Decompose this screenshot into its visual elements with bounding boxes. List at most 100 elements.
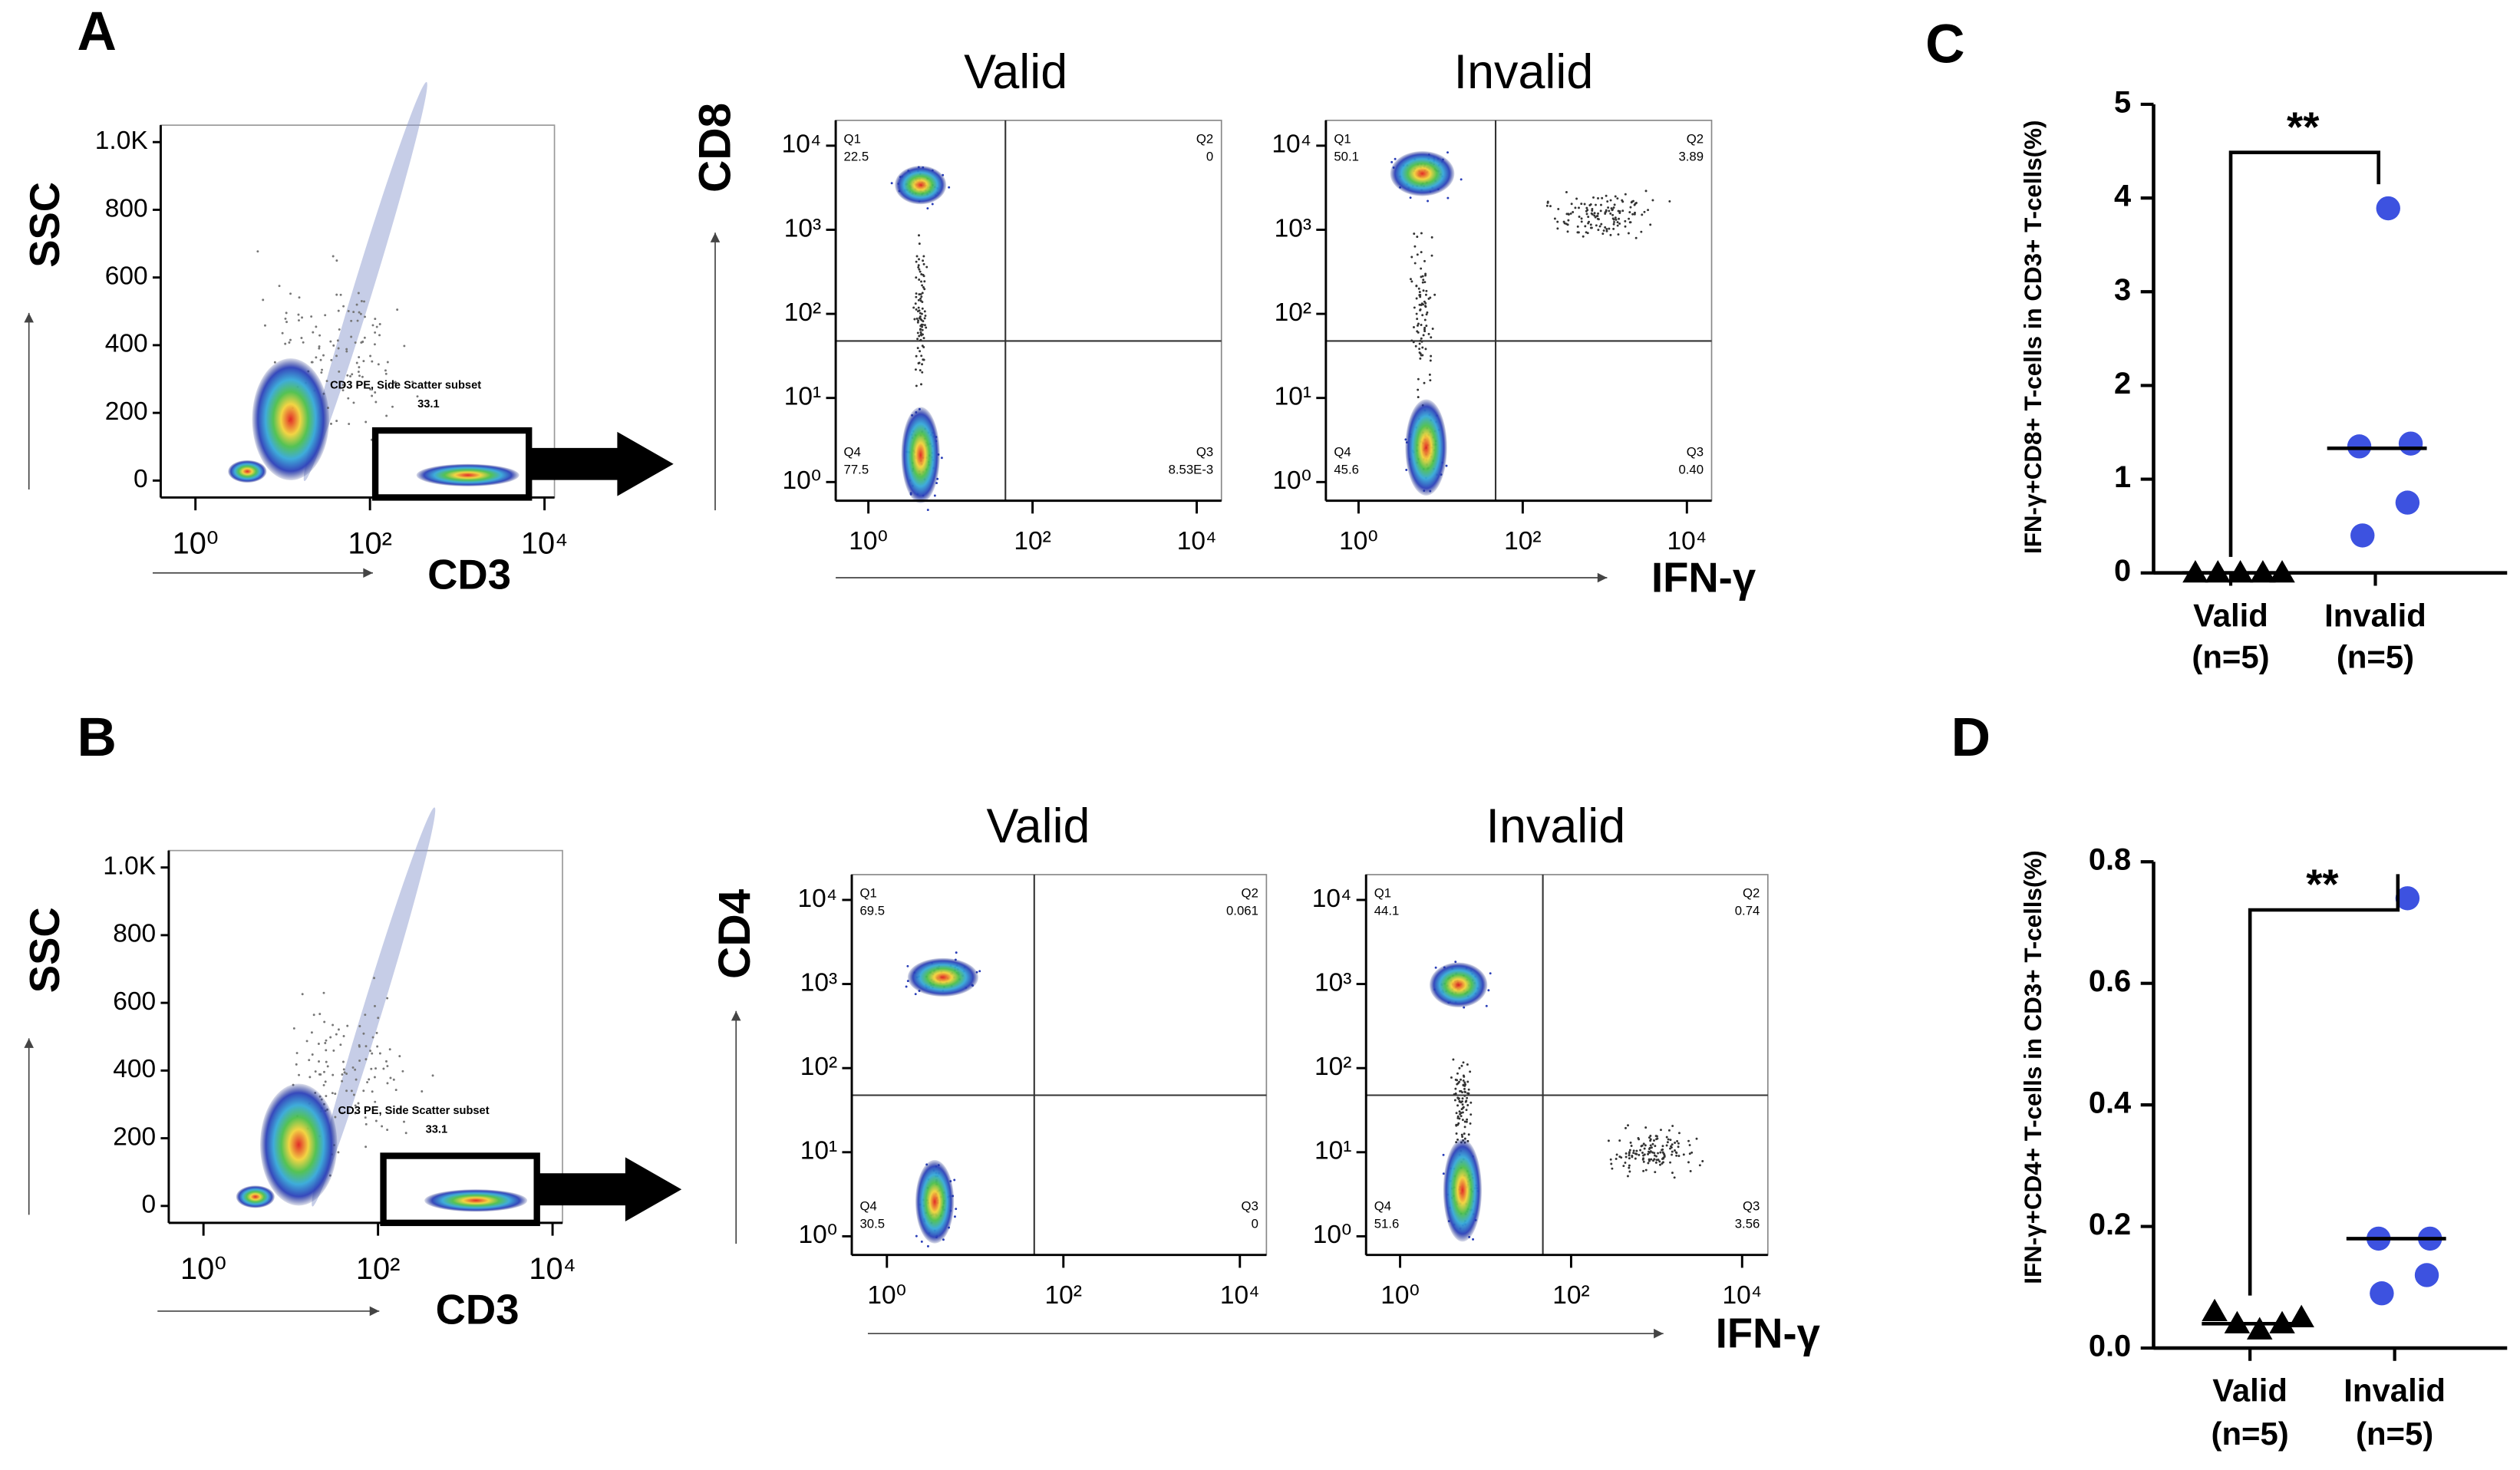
event-dot <box>302 341 305 344</box>
event-dot <box>1459 1112 1462 1116</box>
event-dot <box>1463 1081 1466 1084</box>
event-dot <box>1456 1116 1460 1119</box>
event-dot <box>919 311 922 315</box>
y-tick-label: 0.8 <box>2089 843 2131 877</box>
y-tick-label: 10⁰ <box>1272 466 1311 495</box>
event-dot <box>1628 217 1631 220</box>
event-dot <box>1419 357 1422 360</box>
event-dot <box>336 339 339 342</box>
event-dot <box>1430 354 1433 358</box>
event-dot <box>1417 377 1420 381</box>
event-dot <box>1465 1120 1468 1123</box>
event-dot <box>324 1080 327 1083</box>
event-dot <box>315 356 318 359</box>
event-dot <box>1653 1139 1655 1142</box>
event-dot <box>925 265 929 269</box>
event-dot <box>322 991 325 994</box>
event-dot <box>1424 274 1427 277</box>
quadrant-value: 22.5 <box>844 149 869 163</box>
plot-frame <box>835 120 1222 502</box>
x-tick-label: 10² <box>1552 1281 1589 1310</box>
y-tick-label: 10³ <box>784 214 821 242</box>
quadrant-value: 0 <box>1252 1216 1258 1231</box>
event-dot <box>1644 1126 1648 1129</box>
y-tick-label: 10⁴ <box>1272 130 1311 159</box>
event-dot <box>384 372 388 375</box>
x-tick-count: (n=5) <box>2212 1416 2289 1452</box>
event-dot <box>1485 1004 1488 1007</box>
quadrant-value: 3.56 <box>1735 1216 1760 1231</box>
event-dot <box>1489 972 1492 975</box>
event-dot <box>1434 966 1437 969</box>
quadrant-value: 51.6 <box>1374 1216 1400 1231</box>
event-dot <box>921 363 924 366</box>
quadrant-name: Q1 <box>859 886 876 901</box>
event-dot <box>1648 1158 1651 1161</box>
x-tick-label: 10⁰ <box>173 527 219 561</box>
event-dot <box>1674 1151 1677 1154</box>
event-dot <box>1614 216 1617 219</box>
event-dot <box>916 321 919 324</box>
quadrant-value: 45.6 <box>1334 462 1359 476</box>
event-dot <box>1419 308 1422 311</box>
event-dot <box>310 1031 313 1034</box>
y-tick-label: 1.0K <box>95 127 148 155</box>
event-dot <box>1654 1135 1657 1138</box>
density-blob <box>259 1083 338 1206</box>
event-dot <box>1572 210 1575 213</box>
event-dot <box>1615 1157 1618 1160</box>
event-dot <box>921 328 924 331</box>
event-dot <box>1661 1149 1664 1152</box>
event-dot <box>323 1070 325 1073</box>
event-dot <box>1616 197 1619 200</box>
event-dot <box>1463 1137 1466 1140</box>
event-dot <box>1631 200 1634 203</box>
event-dot <box>921 371 924 374</box>
event-dot <box>1671 1172 1674 1175</box>
event-dot <box>918 242 921 246</box>
event-dot <box>298 1073 301 1076</box>
event-dot <box>919 328 922 331</box>
event-dot <box>1472 1238 1475 1241</box>
event-dot <box>359 312 362 315</box>
event-dot <box>338 370 341 373</box>
y-tick-label: 600 <box>113 987 156 1016</box>
event-dot <box>1615 1153 1618 1156</box>
gate-label: CD3 PE, Side Scatter subset <box>338 1105 490 1117</box>
event-dot <box>917 298 920 302</box>
event-dot <box>273 361 276 364</box>
event-dot <box>1459 1089 1462 1093</box>
y-tick-label: 4 <box>2114 180 2131 213</box>
event-dot <box>345 348 348 351</box>
event-dot <box>373 1076 376 1079</box>
event-dot <box>1420 251 1423 254</box>
event-dot <box>1417 322 1420 325</box>
event-dot <box>1463 1120 1466 1123</box>
event-dot <box>1466 1063 1469 1066</box>
event-dot <box>1446 151 1450 154</box>
event-dot <box>1463 1084 1466 1087</box>
event-dot <box>364 315 367 318</box>
density-blob <box>1429 962 1488 1008</box>
event-dot <box>1469 1113 1473 1116</box>
event-dot <box>1624 1152 1628 1155</box>
event-dot <box>919 369 922 372</box>
event-dot <box>1418 291 1421 294</box>
event-dot <box>955 951 958 954</box>
event-dot <box>332 344 335 347</box>
event-dot <box>1665 1144 1668 1147</box>
event-dot <box>1655 1155 1658 1158</box>
event-dot <box>1563 222 1566 225</box>
y-tick-label: 400 <box>113 1055 156 1083</box>
event-dot <box>1549 205 1552 208</box>
event-dot <box>394 1089 397 1092</box>
event-dot <box>920 383 922 386</box>
event-dot <box>1413 232 1416 236</box>
event-dot <box>919 270 922 273</box>
event-dot <box>329 340 332 343</box>
event-dot <box>1612 222 1615 226</box>
event-dot <box>322 354 325 357</box>
event-dot <box>292 1027 295 1030</box>
event-dot <box>919 350 922 353</box>
event-dot <box>404 1132 407 1135</box>
